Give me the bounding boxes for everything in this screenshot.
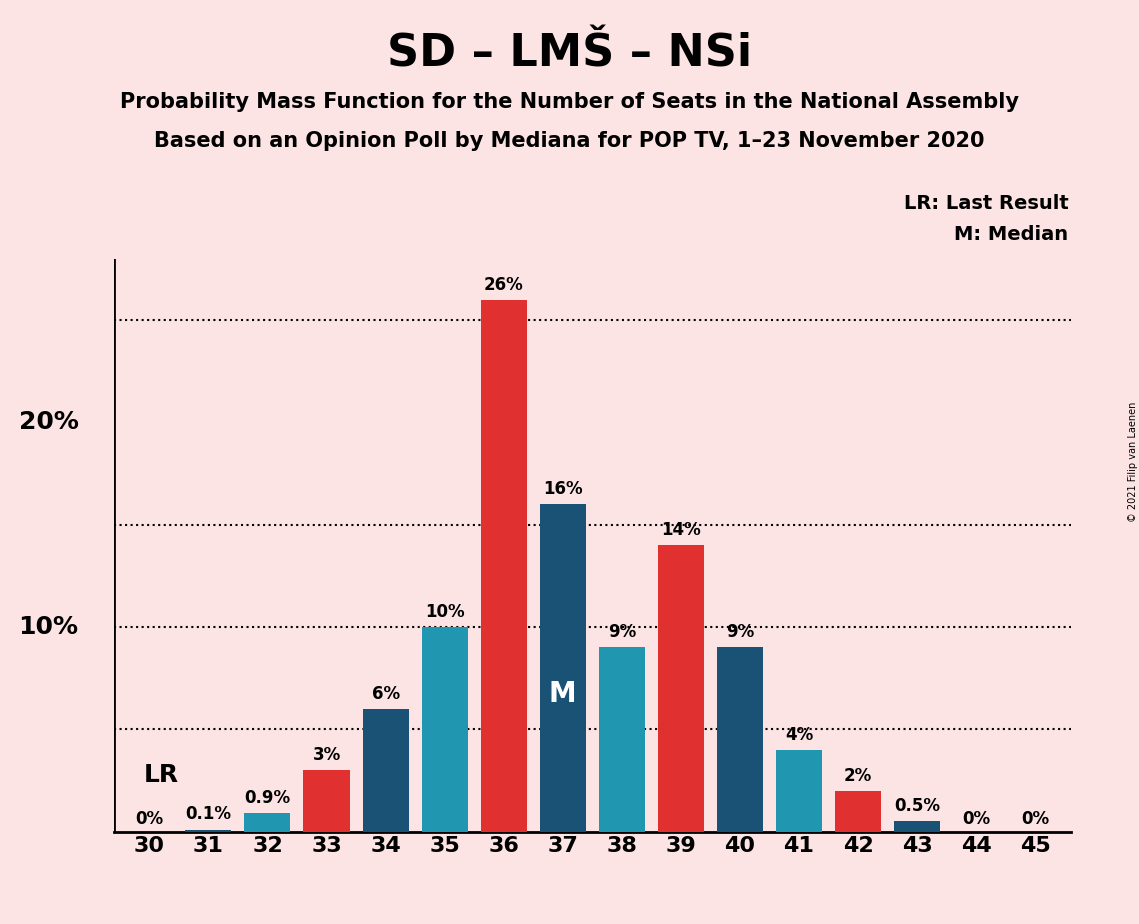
Text: 20%: 20% (18, 410, 79, 434)
Text: SD – LMŠ – NSi: SD – LMŠ – NSi (387, 32, 752, 76)
Bar (776, 749, 822, 832)
Text: M: M (549, 680, 576, 708)
Bar (362, 709, 409, 832)
Text: 0.5%: 0.5% (894, 797, 940, 815)
Text: 6%: 6% (371, 685, 400, 703)
Text: 0%: 0% (1022, 809, 1049, 828)
Text: 10%: 10% (18, 615, 79, 639)
Text: 0%: 0% (962, 809, 990, 828)
Bar (599, 648, 645, 832)
Bar (186, 830, 231, 832)
Text: Based on an Opinion Poll by Mediana for POP TV, 1–23 November 2020: Based on an Opinion Poll by Mediana for … (154, 131, 985, 152)
Text: LR: Last Result: LR: Last Result (903, 194, 1068, 213)
Bar (716, 648, 763, 832)
Text: 14%: 14% (661, 521, 700, 539)
Text: 4%: 4% (785, 725, 813, 744)
Text: LR: LR (144, 762, 179, 786)
Bar (481, 299, 526, 832)
Text: 0.1%: 0.1% (186, 806, 231, 823)
Bar (421, 627, 468, 832)
Text: 10%: 10% (425, 602, 465, 621)
Bar (835, 791, 882, 832)
Bar (303, 771, 350, 832)
Text: © 2021 Filip van Laenen: © 2021 Filip van Laenen (1129, 402, 1138, 522)
Text: 16%: 16% (543, 480, 582, 498)
Text: 26%: 26% (484, 275, 524, 294)
Text: Probability Mass Function for the Number of Seats in the National Assembly: Probability Mass Function for the Number… (120, 92, 1019, 113)
Bar (245, 813, 290, 832)
Bar (894, 821, 940, 832)
Bar (658, 545, 704, 832)
Text: 0.9%: 0.9% (245, 789, 290, 807)
Text: 2%: 2% (844, 767, 872, 784)
Text: 9%: 9% (608, 624, 636, 641)
Bar (540, 505, 585, 832)
Text: M: Median: M: Median (954, 225, 1068, 244)
Text: 0%: 0% (136, 809, 163, 828)
Text: 9%: 9% (726, 624, 754, 641)
Text: 3%: 3% (312, 746, 341, 764)
